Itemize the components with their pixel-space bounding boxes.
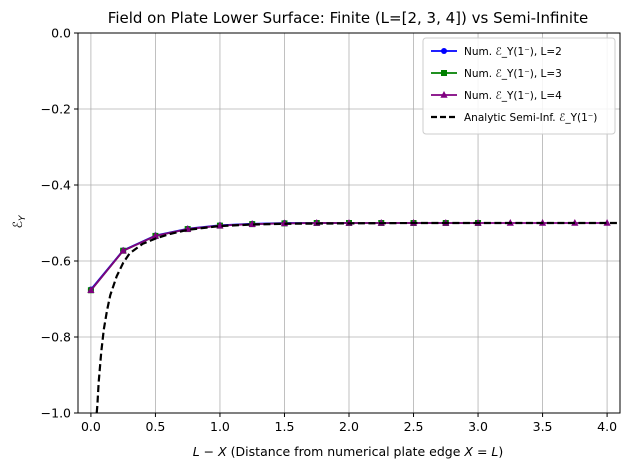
x-tick-label: 3.0: [468, 419, 488, 434]
series-4: [95, 221, 620, 413]
y-tick-label: −0.4: [41, 178, 71, 193]
legend-marker: [441, 48, 447, 54]
data-point: [119, 246, 127, 254]
data-point: [151, 231, 160, 239]
legend-item: Analytic Semi-Inf. ℰ_Y(1⁻): [431, 112, 597, 124]
legend-label: Num. ℰ_Y(1⁻), L=4: [464, 90, 562, 102]
x-axis-label: L − X (Distance from numerical plate edg…: [193, 444, 504, 459]
y-tick-label: −0.6: [41, 254, 71, 269]
legend-marker: [441, 70, 447, 76]
legend-label: Analytic Semi-Inf. ℰ_Y(1⁻): [464, 112, 597, 124]
data-point: [87, 286, 95, 294]
legend-label: Num. ℰ_Y(1⁻), L=3: [464, 68, 562, 80]
legend-item: Num. ℰ_Y(1⁻), L=2: [431, 46, 562, 58]
x-tick-label: 3.5: [533, 419, 553, 434]
legend-marker: [440, 91, 448, 98]
x-tick-label: 4.0: [597, 419, 617, 434]
y-tick-label: 0.0: [51, 26, 71, 41]
x-tick-label: 0.0: [81, 419, 101, 434]
x-tick-label: 1.5: [275, 419, 295, 434]
series-line-4: [95, 221, 620, 413]
axes: 0.0 0.5 1.0 1.5 2.0 2.5 3.0 3.5 4.0 0.0 −0.2 −0.4 −0…: [41, 26, 617, 435]
y-tick-label: −0.8: [41, 330, 71, 345]
legend-item: Num. ℰ_Y(1⁻), L=3: [431, 68, 562, 80]
legend-item: Num. ℰ_Y(1⁻), L=4: [431, 90, 562, 102]
y-tick-label: −0.2: [41, 102, 71, 117]
x-tick-label: 0.5: [145, 419, 165, 434]
y-tick-label: −1.0: [41, 406, 71, 421]
plot-series: [87, 219, 620, 413]
chart-title: Field on Plate Lower Surface: Finite (L=…: [108, 9, 588, 27]
x-tick-label: 1.0: [210, 419, 230, 434]
legend: Num. ℰ_Y(1⁻), L=2 Num. ℰ_Y(1⁻), L=3 Num. ℰ…: [422, 37, 616, 135]
y-axis-label: ℰY: [10, 214, 28, 229]
legend-box: [422, 37, 616, 135]
x-tick-label: 2.0: [339, 419, 359, 434]
legend-label: Num. ℰ_Y(1⁻), L=2: [464, 46, 562, 58]
x-tick-label: 2.5: [404, 419, 424, 434]
